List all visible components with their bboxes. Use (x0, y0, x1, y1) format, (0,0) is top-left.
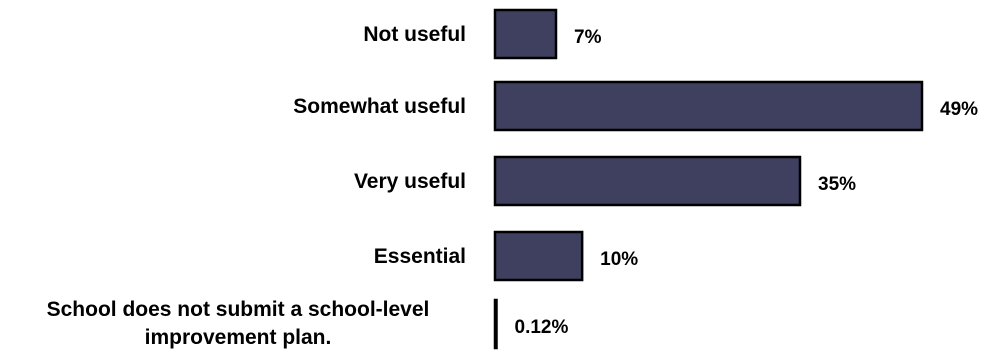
category-label-4: School does not submit a school-level imp… (47, 298, 430, 349)
category-label-2: Very useful (354, 170, 466, 193)
value-labels-group: 7% 49% 35% 10% 0.12% (515, 27, 979, 338)
bars-group (493, 8, 924, 350)
category-label-line-0: School does not submit a school-level (47, 298, 430, 321)
bar-1 (493, 80, 924, 132)
value-label-1: 49% (940, 99, 978, 120)
value-label-3: 10% (600, 249, 638, 270)
value-label-0: 7% (574, 27, 602, 48)
category-label-1: Somewhat useful (293, 95, 466, 118)
value-label-2: 35% (818, 174, 856, 195)
category-labels-group: Not useful Somewhat useful Very useful Esse… (47, 23, 466, 349)
category-label-line-1: improvement plan. (145, 326, 332, 349)
bar-3 (493, 230, 584, 282)
bar-0 (493, 8, 558, 60)
category-label-3: Essential (374, 245, 466, 268)
category-label-0: Not useful (363, 23, 466, 46)
value-label-4: 0.12% (515, 317, 569, 338)
bar-2 (493, 155, 802, 207)
bar-4 (493, 298, 498, 350)
